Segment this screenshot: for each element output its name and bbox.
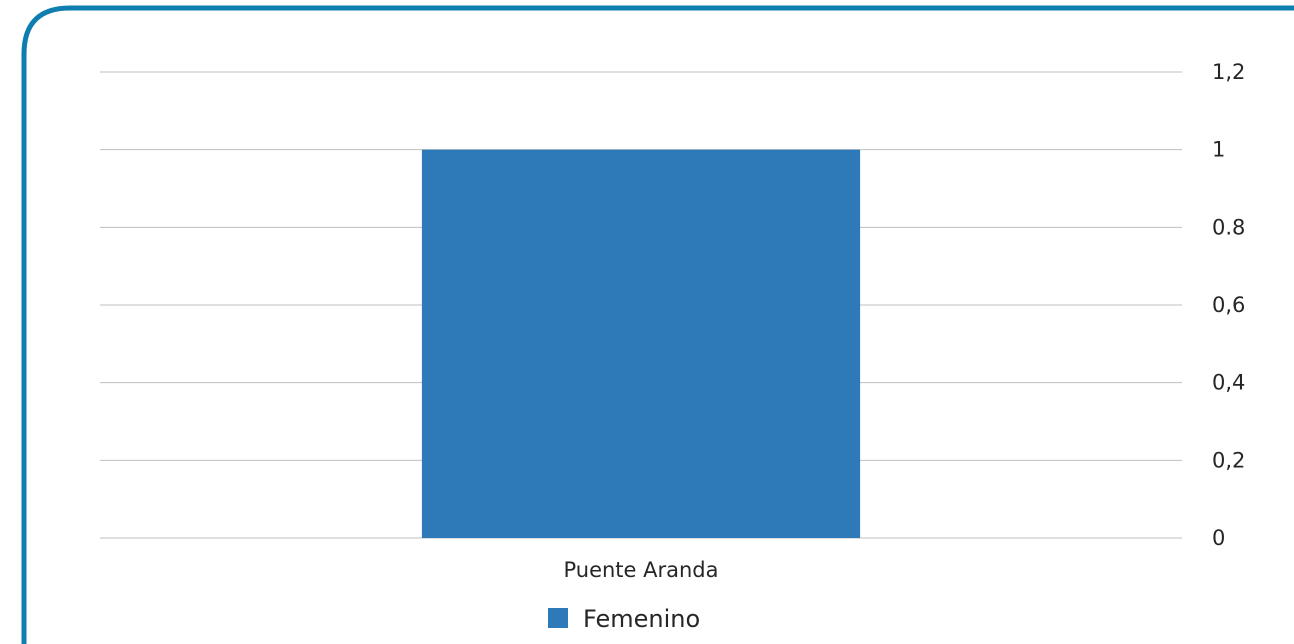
bar [421,149,861,538]
bars [421,149,861,538]
y-tick-label: 0 [1212,526,1225,550]
legend-label: Femenino [583,605,700,633]
x-category-label: Puente Aranda [563,558,718,582]
y-tick-label: 1,2 [1212,60,1245,84]
y-axis-ticks: 0 0,2 0,4 0,6 0.8 1 1,2 [1212,60,1245,550]
legend-swatch [548,608,568,628]
y-tick-label: 0,4 [1212,371,1245,395]
y-tick-label: 0,2 [1212,448,1245,472]
y-tick-label: 0,6 [1212,293,1245,317]
chart-border [21,5,1294,644]
legend: Femenino [548,605,700,633]
y-tick-label: 1 [1212,138,1225,162]
y-tick-label: 0.8 [1212,215,1245,239]
x-axis-categories: Puente Aranda [563,558,718,582]
